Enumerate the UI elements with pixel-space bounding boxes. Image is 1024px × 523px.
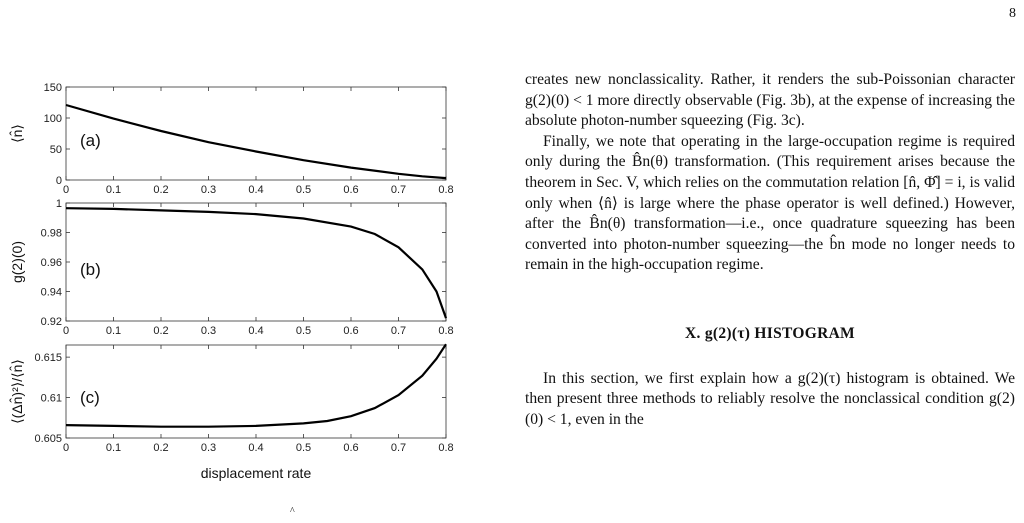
- panel-label: (c): [80, 388, 100, 407]
- paragraph-1: creates new nonclassicality. Rather, it …: [525, 70, 1015, 132]
- series-line: [66, 344, 446, 427]
- y-tick-label: 0.615: [34, 352, 62, 364]
- y-tick-label: 150: [44, 82, 62, 94]
- figure-caption-stub: ^: [290, 506, 295, 517]
- panel-c: 0 0.1 0.2 0.3 0.4 0.5 0.6 0.7 0.8 0.605 0.61 0.615 (…: [9, 344, 454, 454]
- x-tick-label: 0.1: [106, 184, 121, 196]
- x-tick-label: 0.1: [106, 325, 121, 337]
- x-tick-label: 0.7: [391, 184, 406, 196]
- y-axis-title: g(2)(0): [9, 241, 25, 283]
- x-tick-label: 0.7: [391, 325, 406, 337]
- y-tick-label: 0.94: [41, 287, 62, 299]
- x-tick-label: 0.8: [438, 325, 453, 337]
- y-tick-label: 0.96: [41, 257, 62, 269]
- y-tick-label: 1: [56, 198, 62, 210]
- x-tick-label: 0.4: [248, 325, 263, 337]
- x-tick-label: 0.1: [106, 442, 121, 454]
- panel-frame: [66, 87, 446, 180]
- x-tick-label: 0: [63, 325, 69, 337]
- x-tick-label: 0: [63, 442, 69, 454]
- y-axis-title: ⟨(Δn̂)²⟩/⟨n̂⟩: [9, 359, 25, 424]
- x-tick-label: 0.2: [153, 325, 168, 337]
- paragraph-2: Finally, we note that operating in the l…: [525, 132, 1015, 276]
- x-tick-label: 0.8: [438, 442, 453, 454]
- paragraph-3: In this section, we first explain how a …: [525, 369, 1015, 431]
- x-tick-label: 0.4: [248, 442, 263, 454]
- x-tick-label: 0.5: [296, 184, 311, 196]
- y-axis-title: ⟨n̂⟩: [9, 124, 25, 143]
- panel-a: 0 0.1 0.2 0.3 0.4 0.5 0.6 0.7 0.8 0 50 100 150 (a) ⟨n̂…: [9, 82, 454, 196]
- y-tick-label: 100: [44, 113, 62, 125]
- series-line: [66, 208, 446, 318]
- x-tick-label: 0.3: [201, 325, 216, 337]
- section-heading: X. g(2)(τ) HISTOGRAM: [525, 324, 1015, 345]
- x-axis-title: displacement rate: [201, 465, 312, 481]
- text-column: creates new nonclassicality. Rather, it …: [525, 70, 1015, 430]
- x-tick-label: 0.3: [201, 184, 216, 196]
- x-tick-label: 0.5: [296, 325, 311, 337]
- y-tick-label: 0.61: [41, 393, 62, 405]
- series-line: [66, 105, 446, 178]
- y-tick-label: 0: [56, 175, 62, 187]
- x-tick-label: 0: [63, 184, 69, 196]
- panel-label: (a): [80, 131, 101, 150]
- x-tick-label: 0.3: [201, 442, 216, 454]
- page-number: 8: [1009, 6, 1016, 22]
- panel-frame: [66, 345, 446, 438]
- x-tick-label: 0.4: [248, 184, 263, 196]
- x-tick-label: 0.5: [296, 442, 311, 454]
- y-tick-label: 0.605: [34, 433, 62, 445]
- x-tick-label: 0.6: [343, 442, 358, 454]
- panel-b: 0 0.1 0.2 0.3 0.4 0.5 0.6 0.7 0.8 0.92 0.94 0.96 0.9…: [9, 198, 454, 337]
- x-tick-label: 0.2: [153, 184, 168, 196]
- x-tick-label: 0.6: [343, 184, 358, 196]
- x-tick-label: 0.6: [343, 325, 358, 337]
- y-tick-label: 50: [50, 144, 62, 156]
- y-tick-label: 0.98: [41, 228, 62, 240]
- panel-frame: [66, 203, 446, 321]
- x-tick-label: 0.7: [391, 442, 406, 454]
- x-tick-label: 0.2: [153, 442, 168, 454]
- y-tick-label: 0.92: [41, 316, 62, 328]
- x-tick-label: 0.8: [438, 184, 453, 196]
- panel-label: (b): [80, 260, 101, 279]
